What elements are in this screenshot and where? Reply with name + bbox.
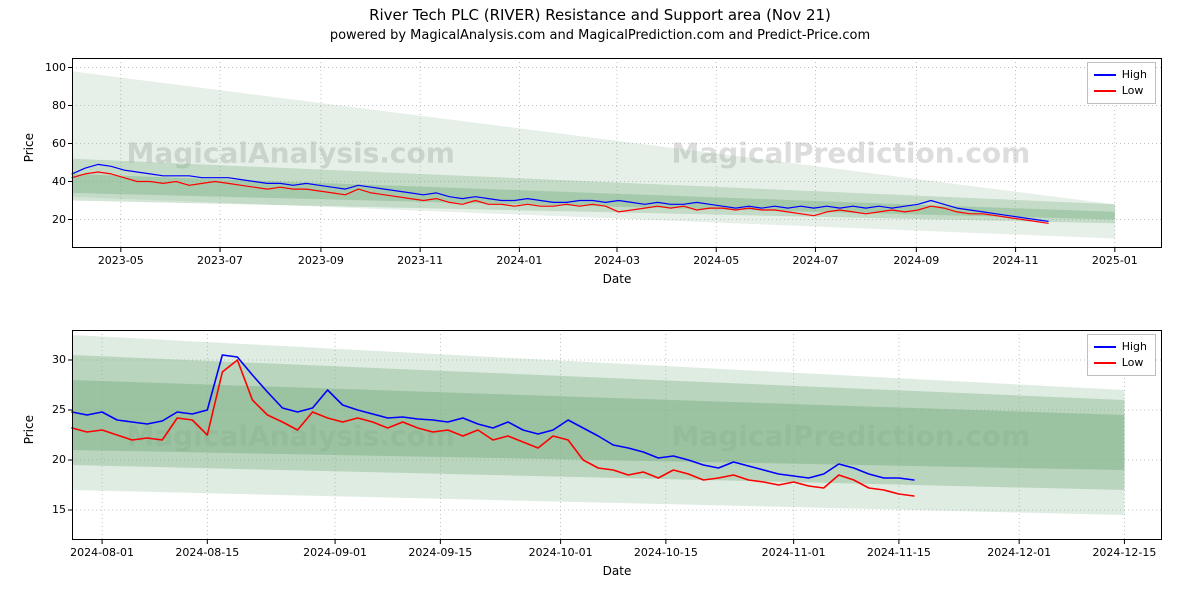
legend-label: High: [1122, 339, 1147, 355]
x-tick-label: 2024-12-01: [987, 546, 1051, 559]
y-tick-label: 40: [52, 175, 66, 188]
bottom-chart-panel: MagicalAnalysis.comMagicalPrediction.com…: [72, 330, 1162, 540]
x-tick-label: 2024-09-15: [408, 546, 472, 559]
x-tick-label: 2024-11: [993, 254, 1039, 267]
y-tick-label: 20: [52, 213, 66, 226]
y-tick-label: 60: [52, 137, 66, 150]
x-tick-label: 2024-11-15: [867, 546, 931, 559]
bottom-xlabel: Date: [72, 564, 1162, 578]
top-xlabel: Date: [72, 272, 1162, 286]
legend-swatch: [1094, 74, 1116, 76]
top-legend: HighLow: [1087, 62, 1156, 104]
x-tick-label: 2024-09-01: [303, 546, 367, 559]
legend-item: High: [1094, 67, 1147, 83]
bottom-chart-svg: MagicalAnalysis.comMagicalPrediction.com: [72, 330, 1162, 540]
x-tick-label: 2024-10-01: [529, 546, 593, 559]
y-tick-label: 20: [52, 453, 66, 466]
figure: River Tech PLC (RIVER) Resistance and Su…: [0, 0, 1200, 600]
legend-item: Low: [1094, 355, 1147, 371]
x-tick-label: 2024-11-01: [762, 546, 826, 559]
bottom-legend: HighLow: [1087, 334, 1156, 376]
legend-swatch: [1094, 90, 1116, 92]
legend-label: Low: [1122, 83, 1144, 99]
legend-item: High: [1094, 339, 1147, 355]
legend-swatch: [1094, 346, 1116, 348]
x-tick-label: 2023-05: [98, 254, 144, 267]
x-tick-label: 2024-08-15: [175, 546, 239, 559]
x-tick-label: 2024-12-15: [1092, 546, 1156, 559]
x-tick-label: 2023-11: [397, 254, 443, 267]
top-chart-panel: MagicalAnalysis.comMagicalPrediction.com…: [72, 58, 1162, 248]
legend-item: Low: [1094, 83, 1147, 99]
x-tick-label: 2024-08-01: [70, 546, 134, 559]
y-tick-label: 15: [52, 503, 66, 516]
x-tick-label: 2024-05: [693, 254, 739, 267]
x-tick-label: 2024-09: [893, 254, 939, 267]
top-chart-svg: MagicalAnalysis.comMagicalPrediction.com: [72, 58, 1162, 248]
y-tick-label: 100: [45, 61, 66, 74]
chart-subtitle: powered by MagicalAnalysis.com and Magic…: [0, 28, 1200, 43]
x-tick-label: 2023-07: [197, 254, 243, 267]
top-ylabel: Price: [22, 133, 36, 162]
x-tick-label: 2024-10-15: [634, 546, 698, 559]
x-tick-label: 2024-01: [496, 254, 542, 267]
x-tick-label: 2024-03: [594, 254, 640, 267]
bottom-ylabel: Price: [22, 415, 36, 444]
x-tick-label: 2024-07: [792, 254, 838, 267]
y-tick-label: 30: [52, 353, 66, 366]
legend-swatch: [1094, 362, 1116, 364]
y-tick-label: 25: [52, 403, 66, 416]
x-tick-label: 2023-09: [298, 254, 344, 267]
legend-label: High: [1122, 67, 1147, 83]
x-tick-label: 2025-01: [1092, 254, 1138, 267]
chart-title: River Tech PLC (RIVER) Resistance and Su…: [0, 6, 1200, 24]
legend-label: Low: [1122, 355, 1144, 371]
y-tick-label: 80: [52, 99, 66, 112]
